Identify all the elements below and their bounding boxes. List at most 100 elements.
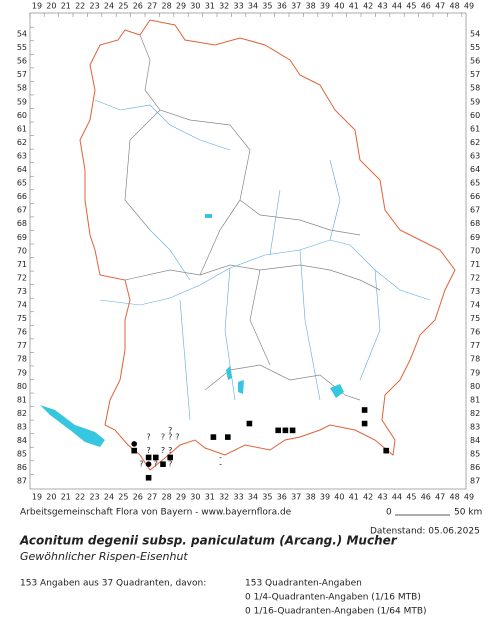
markers: ?????????? ? -- — [131, 407, 389, 481]
row-label: 85 — [17, 450, 27, 459]
column-label: 39 — [320, 2, 330, 11]
row-label: 80 — [17, 382, 27, 391]
row-label: 87 — [470, 477, 480, 486]
square-marker — [210, 434, 217, 440]
column-label: 48 — [450, 493, 460, 502]
column-label: 24 — [104, 493, 114, 502]
row-label: 74 — [470, 301, 480, 310]
square-marker — [282, 427, 289, 434]
column-label: 35 — [262, 493, 272, 502]
row-label: 73 — [17, 287, 27, 296]
column-label: 25 — [118, 2, 128, 11]
row-label: 78 — [17, 355, 27, 364]
row-label: 75 — [17, 314, 27, 323]
summary: 153 Angaben aus 37 Quadranten, davon: — [20, 579, 206, 589]
column-label: 33 — [234, 493, 244, 502]
column-label: 28 — [162, 493, 172, 502]
column-label: 40 — [334, 493, 344, 502]
row-label: 66 — [17, 192, 27, 201]
row-label: 67 — [17, 206, 27, 215]
column-label: 44 — [392, 493, 402, 502]
column-label: 32 — [219, 493, 229, 502]
row-label: 78 — [470, 355, 480, 364]
column-label: 29 — [176, 2, 186, 11]
row-label: 63 — [17, 151, 27, 160]
row-label: 77 — [17, 341, 27, 350]
square-marker — [145, 454, 152, 461]
row-label: 64 — [470, 165, 480, 174]
row-label: 54 — [470, 30, 480, 39]
square-marker — [160, 461, 166, 467]
row-label: 82 — [470, 409, 480, 418]
scale-start: 0 — [386, 508, 392, 518]
credit: Arbeitsgemeinschaft Flora von Bayern - w… — [20, 508, 292, 518]
row-label: 62 — [470, 138, 480, 147]
detail: 153 Quadranten-Angaben — [245, 579, 362, 589]
row-label: 69 — [470, 233, 480, 242]
row-label: 67 — [470, 206, 480, 215]
row-label: 65 — [470, 179, 480, 188]
column-label: 36 — [277, 2, 287, 11]
column-label: 39 — [320, 493, 330, 502]
column-label: 23 — [90, 493, 100, 502]
column-label: 32 — [219, 2, 229, 11]
square-marker — [225, 434, 231, 440]
square-marker — [361, 407, 368, 413]
row-label: 87 — [17, 477, 27, 486]
column-label: 23 — [90, 2, 100, 11]
column-label: 37 — [291, 493, 301, 502]
scale-end: 50 km — [454, 508, 482, 518]
row-label: 60 — [470, 111, 480, 120]
row-label: 86 — [470, 463, 480, 472]
row-label: 81 — [17, 395, 27, 404]
row-label: 69 — [17, 233, 27, 242]
column-label: 27 — [147, 493, 157, 502]
detail: 0 1/4-Quadranten-Angaben (1/16 MTB) — [245, 593, 421, 603]
column-label: 38 — [306, 493, 316, 502]
row-label: 74 — [17, 301, 27, 310]
column-label: 47 — [435, 493, 445, 502]
row-label: 61 — [470, 124, 480, 133]
column-label: 19 — [32, 2, 42, 11]
dot-marker — [131, 441, 137, 447]
row-label: 55 — [470, 43, 480, 52]
row-label: 72 — [17, 273, 27, 282]
column-label: 20 — [46, 493, 56, 502]
symbol-marker: ? — [168, 433, 172, 442]
row-label: 76 — [470, 328, 480, 337]
row-label: 66 — [470, 192, 480, 201]
column-label: 42 — [363, 493, 373, 502]
symbol-marker: ? — [168, 426, 172, 435]
row-label: 84 — [17, 436, 27, 445]
title: Aconitum degenii subsp. paniculatum (Arc… — [19, 534, 398, 548]
row-label: 60 — [17, 111, 27, 120]
column-label: 21 — [61, 493, 71, 502]
symbol-marker: ? — [139, 460, 143, 469]
row-label: 57 — [470, 70, 480, 79]
column-label: 49 — [464, 2, 474, 11]
column-label: 38 — [306, 2, 316, 11]
row-label: 59 — [470, 97, 480, 106]
symbol-marker: ? — [146, 433, 150, 442]
square-marker — [145, 474, 152, 481]
column-label: 45 — [406, 493, 416, 502]
column-label: 27 — [147, 2, 157, 11]
column-label: 49 — [464, 493, 474, 502]
row-label: 70 — [17, 246, 27, 255]
row-label: 77 — [470, 341, 480, 350]
column-label: 33 — [234, 2, 244, 11]
symbol-marker: - — [219, 460, 222, 469]
column-label: 48 — [450, 2, 460, 11]
dot-marker — [145, 461, 152, 468]
row-label: 84 — [470, 436, 480, 445]
bavaria-shape — [40, 19, 456, 471]
square-marker — [289, 427, 296, 434]
square-marker — [131, 447, 137, 454]
column-label: 26 — [133, 493, 143, 502]
column-label: 43 — [378, 2, 388, 11]
symbol-marker: ? — [168, 460, 172, 469]
symbol-marker: ? — [161, 446, 165, 455]
column-label: 22 — [75, 2, 85, 11]
column-label: 30 — [190, 2, 200, 11]
